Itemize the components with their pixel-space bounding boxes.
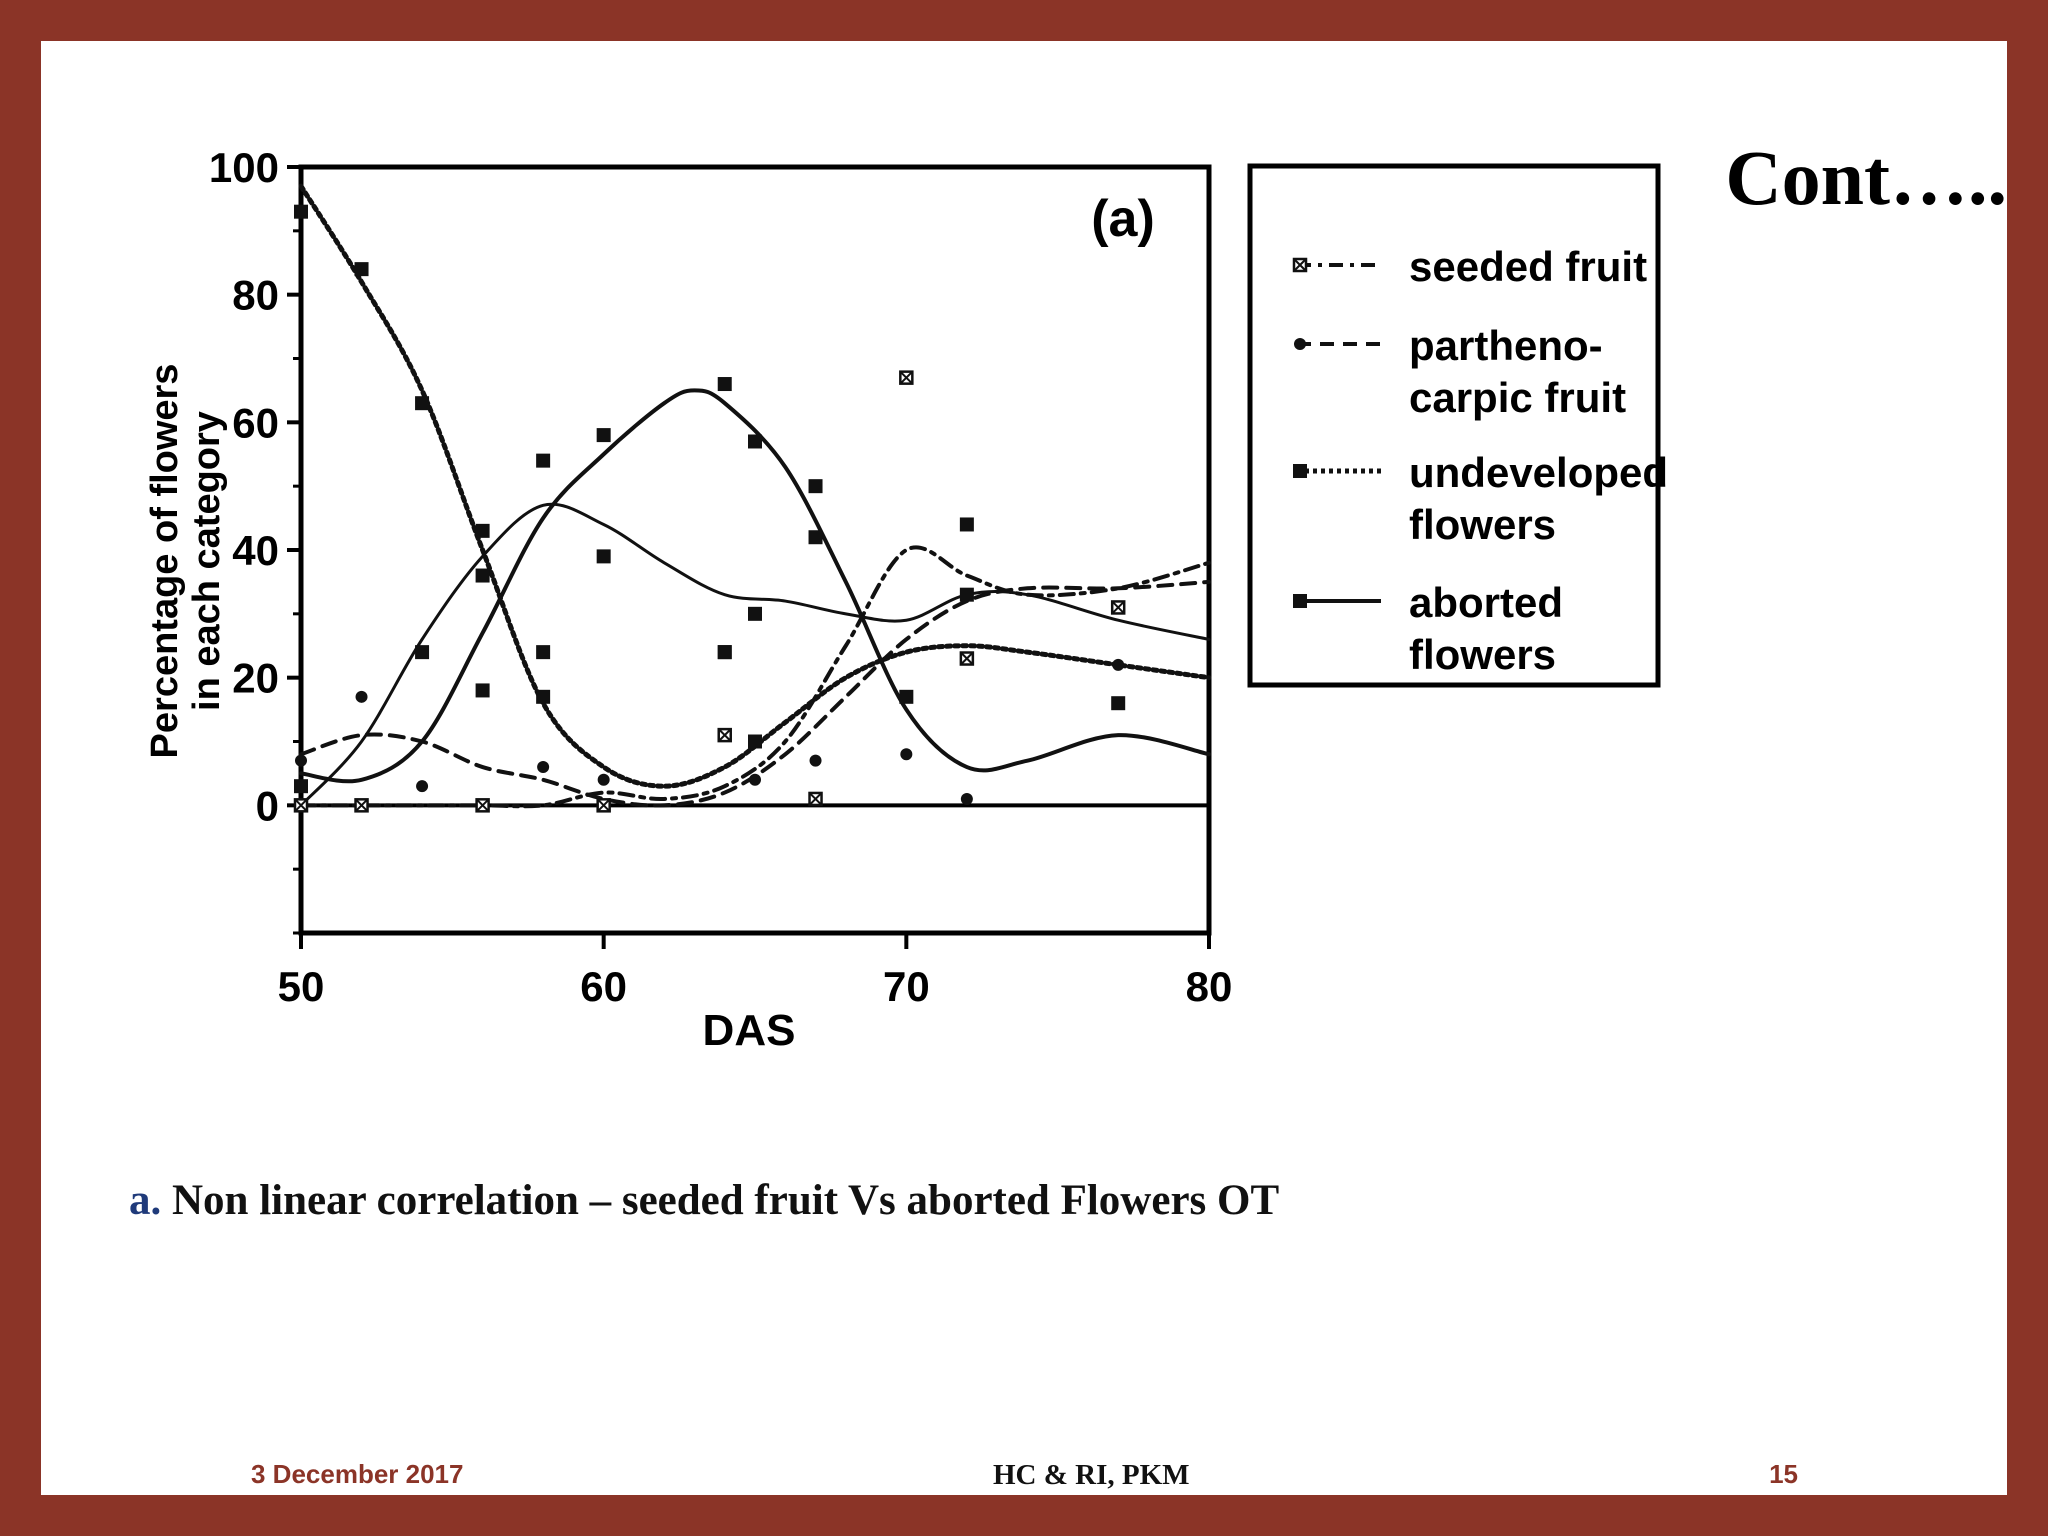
legend-entries: seeded fruit partheno-carpic fruit undevel…	[1292, 243, 1668, 678]
x-axis-label: DAS	[703, 1006, 796, 1055]
y-axis-label-line2: in each category	[186, 411, 228, 711]
data-point-partheno-carpic-fruit	[809, 754, 822, 767]
data-point-aborted-flowers	[748, 434, 762, 449]
data-point-partheno-carpic-fruit	[900, 748, 913, 761]
y-tick-label: 40	[232, 527, 279, 574]
data-point-aborted-flowers	[294, 779, 308, 794]
series-line-series-4	[299, 502, 1211, 807]
data-point-partheno-carpic-fruit	[960, 792, 973, 805]
data-point-aborted-flowers	[475, 683, 490, 698]
legend-box	[1247, 163, 1661, 688]
data-point-seeded-fruit	[293, 798, 309, 813]
data-point-aborted-flowers	[808, 479, 823, 494]
data-point-partheno-carpic-fruit	[355, 690, 368, 703]
data-point-undeveloped-flowers	[959, 587, 974, 602]
y-tick-label: 80	[232, 272, 279, 319]
data-point-seeded-fruit	[808, 791, 823, 807]
y-tick-label: 0	[256, 782, 279, 829]
legend-marker	[1293, 464, 1307, 478]
page-number: 15	[1769, 1459, 1798, 1489]
data-point-partheno-carpic-fruit	[1112, 658, 1125, 671]
series-line-seeded-fruit	[299, 545, 1211, 809]
data-point-aborted-flowers	[596, 428, 611, 443]
x-tick-label: 60	[580, 963, 627, 1010]
data-point-undeveloped-flowers	[808, 530, 823, 545]
data-point-undeveloped-flowers	[899, 689, 914, 704]
data-point-seeded-fruit	[1110, 600, 1126, 615]
legend-marker	[1294, 338, 1306, 350]
chart: 0 20 40 60 80 100 50 60 70 80 (a) DAS Percentage …	[144, 144, 1668, 1055]
y-tick-label: 20	[232, 655, 279, 702]
data-point-seeded-fruit	[717, 727, 732, 743]
caption-letter: a.	[129, 1177, 162, 1224]
x-tick-label: 50	[278, 963, 325, 1010]
series-line-undeveloped-flowers	[298, 183, 1212, 789]
axis-ticks	[287, 165, 1211, 949]
x-tick-label: 70	[883, 963, 930, 1010]
legend-label: partheno-carpic fruit	[1409, 322, 1626, 421]
data-point-aborted-flowers	[536, 453, 551, 468]
plot-frame	[298, 164, 1212, 936]
data-point-undeveloped-flowers	[415, 396, 430, 411]
data-point-undeveloped-flowers	[536, 689, 551, 704]
legend-label: undeveloped flowers	[1409, 449, 1668, 548]
footer-date: 3 December 2017	[251, 1459, 464, 1489]
caption-text: Non linear correlation – seeded fruit Vs…	[161, 1177, 1280, 1224]
data-point-undeveloped-flowers	[1111, 696, 1126, 711]
data-point-partheno-carpic-fruit	[416, 780, 429, 793]
legend-label: aborted flowers	[1409, 579, 1563, 678]
data-point-undeveloped-flowers	[294, 204, 308, 219]
data-point-seeded-fruit	[354, 798, 369, 813]
legend-marker	[1292, 257, 1308, 273]
data-point-seeded-fruit	[596, 798, 611, 813]
data-point-aborted-flowers	[536, 645, 551, 660]
series-markers	[293, 204, 1126, 813]
series-line-partheno-carpic-fruit	[299, 579, 1211, 808]
data-point-aborted-flowers	[717, 645, 732, 660]
data-point-undeveloped-flowers	[748, 734, 762, 749]
data-point-aborted-flowers	[959, 517, 974, 532]
y-tick-label: 60	[232, 399, 279, 446]
series-lines	[298, 183, 1212, 809]
data-point-seeded-fruit	[959, 651, 975, 666]
y-tick-label: 100	[209, 144, 279, 191]
x-tick-label: 80	[1186, 963, 1233, 1010]
data-point-undeveloped-flowers	[354, 262, 369, 277]
data-point-undeveloped-flowers	[596, 549, 611, 564]
footer-institution: HC & RI, PKM	[993, 1459, 1190, 1491]
axis-tick-labels: 0 20 40 60 80 100 50 60 70 80	[209, 144, 1232, 1010]
y-axis-label: Percentage of flowers in each category	[144, 364, 228, 759]
series-line-aborted-flowers	[299, 388, 1211, 784]
data-point-series-4	[748, 606, 762, 621]
y-axis-label-line1: Percentage of flowers	[144, 364, 186, 759]
legend-entry: seeded fruit	[1292, 243, 1647, 290]
data-point-undeveloped-flowers	[475, 523, 490, 538]
data-point-aborted-flowers	[717, 377, 732, 392]
legend-marker	[1293, 594, 1307, 608]
data-point-seeded-fruit	[475, 798, 490, 813]
legend: seeded fruit partheno-carpic fruit undevel…	[1247, 163, 1668, 688]
data-point-aborted-flowers	[415, 645, 430, 660]
data-point-seeded-fruit	[899, 370, 914, 385]
data-point-partheno-carpic-fruit	[295, 754, 307, 767]
panel-label: (a)	[1091, 190, 1155, 248]
legend-entry: partheno-carpic fruit	[1294, 322, 1626, 421]
data-point-undeveloped-flowers	[475, 568, 490, 583]
figure-caption: a. Non linear correlation – seeded fruit…	[129, 1176, 1279, 1225]
data-point-partheno-carpic-fruit	[597, 773, 610, 786]
data-point-partheno-carpic-fruit	[537, 761, 550, 774]
data-point-partheno-carpic-fruit	[749, 773, 761, 786]
legend-entry: undeveloped flowers	[1293, 449, 1668, 548]
legend-label: seeded fruit	[1409, 243, 1647, 290]
legend-entry: aborted flowers	[1293, 579, 1563, 678]
slide-title: Cont…..	[1725, 134, 2007, 221]
slide: Cont….. 0 20 40 60 80 100 50 60 70 80 (a) DAS Per…	[41, 41, 2007, 1495]
